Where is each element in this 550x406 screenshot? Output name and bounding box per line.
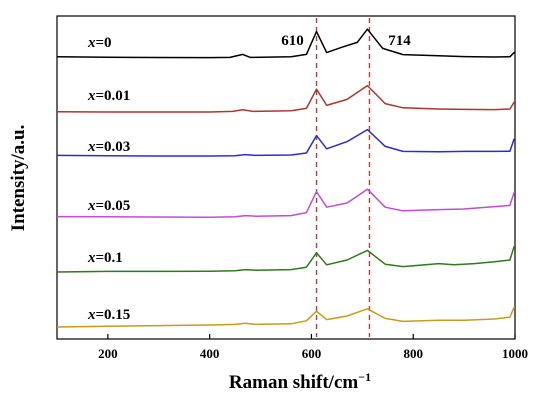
peak-label-610: 610 — [281, 33, 304, 49]
plot-frame — [56, 15, 516, 340]
series-line-2 — [56, 128, 515, 157]
x-tick-group: 200 400 600 800 1000 — [98, 334, 528, 361]
series-group — [56, 28, 515, 328]
x-tick-label-800: 800 — [403, 346, 423, 361]
series-label-group: x=0 x=0.01 x=0.03 x=0.05 x=0.1 x=0.15 — [87, 35, 130, 323]
series-label-1: x=0.01 — [87, 88, 130, 104]
x-tick-label-1000: 1000 — [502, 346, 528, 361]
x-tick-label-400: 400 — [200, 346, 220, 361]
series-label-4: x=0.1 — [87, 250, 123, 266]
x-tick-label-600: 600 — [302, 346, 322, 361]
peak-label-714: 714 — [388, 33, 411, 49]
y-axis-title: Intensity/a.u. — [8, 125, 29, 232]
x-tick-label-200: 200 — [98, 346, 118, 361]
series-line-0 — [56, 28, 515, 59]
series-label-3: x=0.05 — [87, 198, 130, 214]
series-label-0: x=0 — [87, 35, 112, 51]
peak-marker-group: 610 714 — [281, 18, 411, 337]
series-line-3 — [56, 188, 515, 218]
series-label-2: x=0.03 — [87, 139, 130, 155]
series-line-1 — [56, 84, 515, 113]
series-line-4 — [56, 246, 515, 273]
x-axis-title: Raman shift/cm−1 — [229, 370, 371, 393]
series-line-5 — [56, 306, 515, 328]
series-label-5: x=0.15 — [87, 307, 130, 323]
